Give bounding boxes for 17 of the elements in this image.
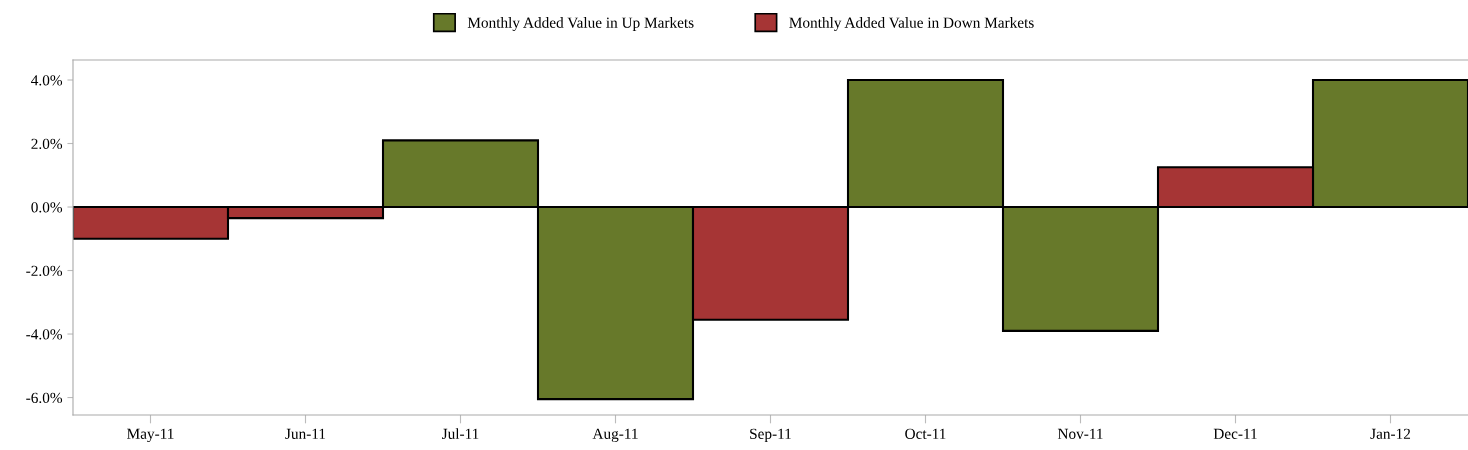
y-tick-label: 2.0% bbox=[31, 138, 63, 150]
x-tick-label: Jun-11 bbox=[285, 428, 326, 439]
x-tick-label: Aug-11 bbox=[592, 428, 638, 443]
y-tick-label: -2.0% bbox=[26, 265, 63, 277]
x-tick-label: Sep-11 bbox=[750, 428, 791, 443]
x-tick-label: Nov-11 bbox=[1057, 428, 1103, 439]
x-tick-label: Jul-11 bbox=[442, 428, 479, 439]
x-tick-label: Dec-11 bbox=[1213, 428, 1257, 439]
legend-label: Monthly Added Value in Up Markets bbox=[467, 17, 694, 31]
x-tick-label: Jan-12 bbox=[1370, 428, 1411, 439]
legend-label: Monthly Added Value in Down Markets bbox=[789, 17, 1034, 31]
y-tick-label: -6.0% bbox=[26, 392, 63, 404]
x-tick-label: May-11 bbox=[127, 428, 174, 443]
y-tick-label: 4.0% bbox=[31, 75, 63, 86]
y-tick-label: 0.0% bbox=[31, 202, 63, 213]
y-tick-label: -4.0% bbox=[26, 329, 63, 340]
x-tick-label: Oct-11 bbox=[905, 428, 946, 439]
